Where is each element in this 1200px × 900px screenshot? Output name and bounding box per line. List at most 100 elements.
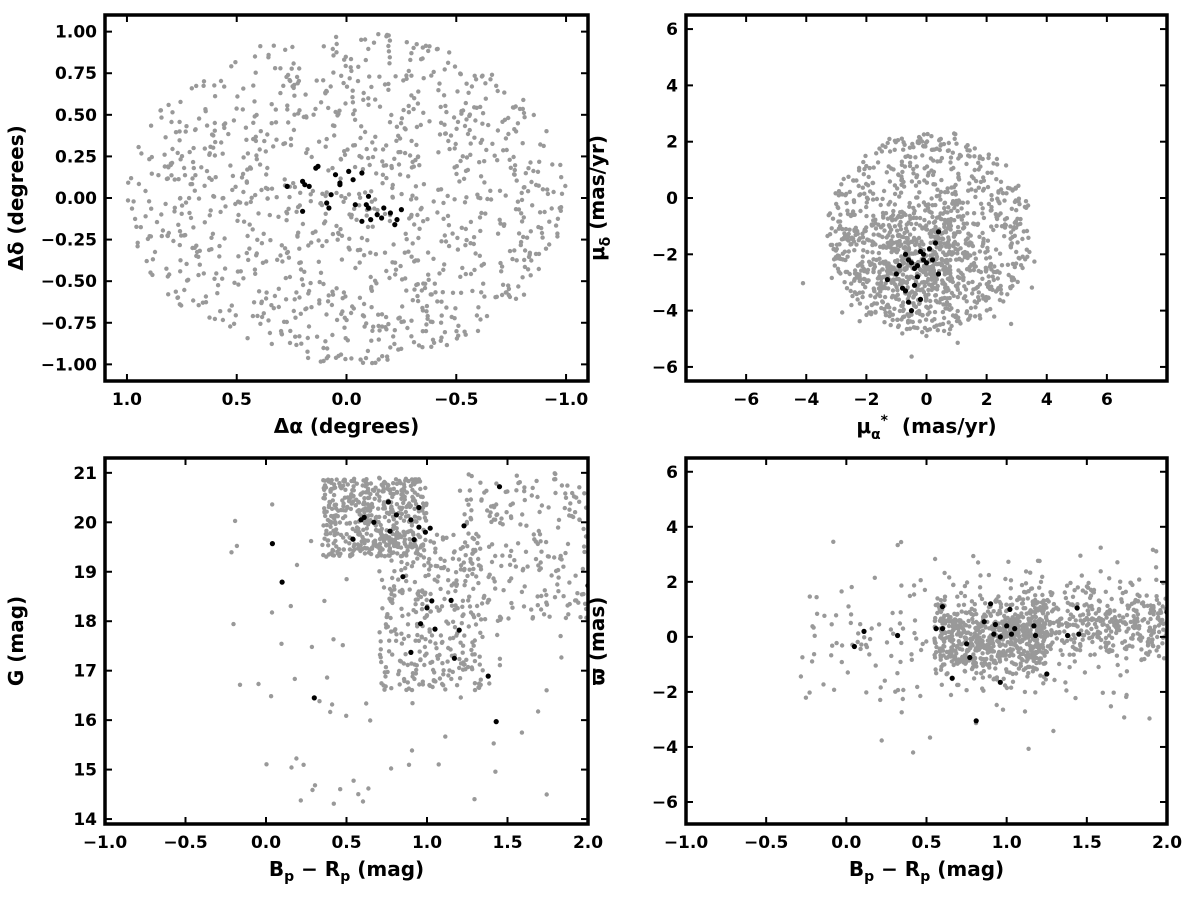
field-point <box>202 220 207 225</box>
field-point <box>1040 592 1045 598</box>
field-point <box>458 71 463 76</box>
field-point <box>911 145 916 150</box>
field-point <box>168 161 174 166</box>
field-point <box>292 297 297 302</box>
field-point <box>980 675 986 680</box>
field-point <box>494 83 499 89</box>
field-point <box>884 640 890 645</box>
field-point <box>334 513 339 518</box>
field-point <box>980 663 986 668</box>
field-point <box>420 682 426 687</box>
field-point <box>343 101 348 106</box>
field-point <box>555 525 561 530</box>
field-point <box>462 123 468 129</box>
field-point <box>1024 247 1030 252</box>
field-point <box>395 551 400 556</box>
field-point <box>324 675 330 680</box>
field-point <box>135 240 140 245</box>
field-point <box>503 136 509 141</box>
field-point <box>938 143 943 148</box>
field-point <box>928 268 933 273</box>
field-point <box>1104 643 1109 648</box>
field-point <box>986 152 991 157</box>
field-point <box>356 64 361 70</box>
field-point <box>415 212 420 218</box>
field-point <box>470 288 475 294</box>
field-point <box>365 224 371 230</box>
field-point <box>429 292 434 297</box>
field-point <box>369 545 375 550</box>
members-series <box>851 601 1167 724</box>
field-point <box>323 513 328 519</box>
field-point <box>380 147 386 152</box>
field-point <box>957 622 963 627</box>
field-point <box>479 290 484 295</box>
panel-color-magnitude: −1.0 −0.5 0.0 0.5 1.0 1.5 2.01415161718192021B… <box>4 456 603 885</box>
field-point <box>521 97 526 103</box>
field-point <box>1058 616 1063 622</box>
field-point <box>379 526 384 531</box>
field-point <box>444 109 449 115</box>
field-point <box>483 96 488 101</box>
field-point <box>222 266 228 271</box>
field-point <box>231 621 236 627</box>
field-point <box>423 537 428 543</box>
y-tick-label: 0.50 <box>55 106 97 126</box>
field-point <box>1000 191 1006 196</box>
field-point <box>306 324 312 329</box>
field-point <box>515 541 521 546</box>
field-point <box>531 532 536 537</box>
field-point <box>165 233 170 238</box>
field-point <box>846 249 851 254</box>
field-point <box>443 734 448 739</box>
field-point <box>959 206 964 211</box>
field-point <box>1135 625 1141 630</box>
field-point <box>391 517 396 522</box>
field-point <box>904 222 909 227</box>
field-point <box>1151 609 1157 614</box>
field-point <box>236 212 241 218</box>
field-point <box>991 277 996 283</box>
field-point <box>454 171 459 177</box>
field-point <box>248 166 254 171</box>
field-point <box>571 494 577 499</box>
field-point <box>406 529 411 534</box>
field-point <box>1086 580 1091 586</box>
field-point <box>412 541 417 547</box>
member-point <box>902 251 909 257</box>
field-point <box>1118 579 1123 584</box>
field-point <box>948 257 953 263</box>
field-point <box>384 175 389 181</box>
field-point <box>343 195 348 201</box>
field-point <box>382 554 387 559</box>
field-point <box>1017 256 1022 261</box>
field-point <box>991 609 996 614</box>
field-point <box>531 168 536 174</box>
field-point <box>409 254 414 259</box>
field-point <box>466 531 471 536</box>
field-point <box>338 227 343 232</box>
field-point <box>310 188 316 194</box>
field-point <box>455 235 460 241</box>
field-point <box>515 121 521 126</box>
axes-frame <box>684 13 1169 383</box>
member-point <box>374 212 380 218</box>
field-point <box>278 90 283 96</box>
field-point <box>391 481 396 486</box>
field-point <box>369 513 374 518</box>
field-point <box>935 283 940 289</box>
field-point <box>915 286 920 291</box>
field-point <box>553 223 559 228</box>
field-point <box>423 328 429 334</box>
field-point <box>1013 219 1019 224</box>
field-point <box>1034 637 1040 642</box>
field-point <box>914 221 919 226</box>
field-point <box>386 518 392 524</box>
field-point <box>377 546 382 551</box>
field-point <box>458 563 464 568</box>
field-point <box>552 477 557 482</box>
field-point <box>1123 589 1129 594</box>
field-point <box>350 88 355 93</box>
field-point <box>944 241 950 246</box>
field-point <box>382 506 388 511</box>
